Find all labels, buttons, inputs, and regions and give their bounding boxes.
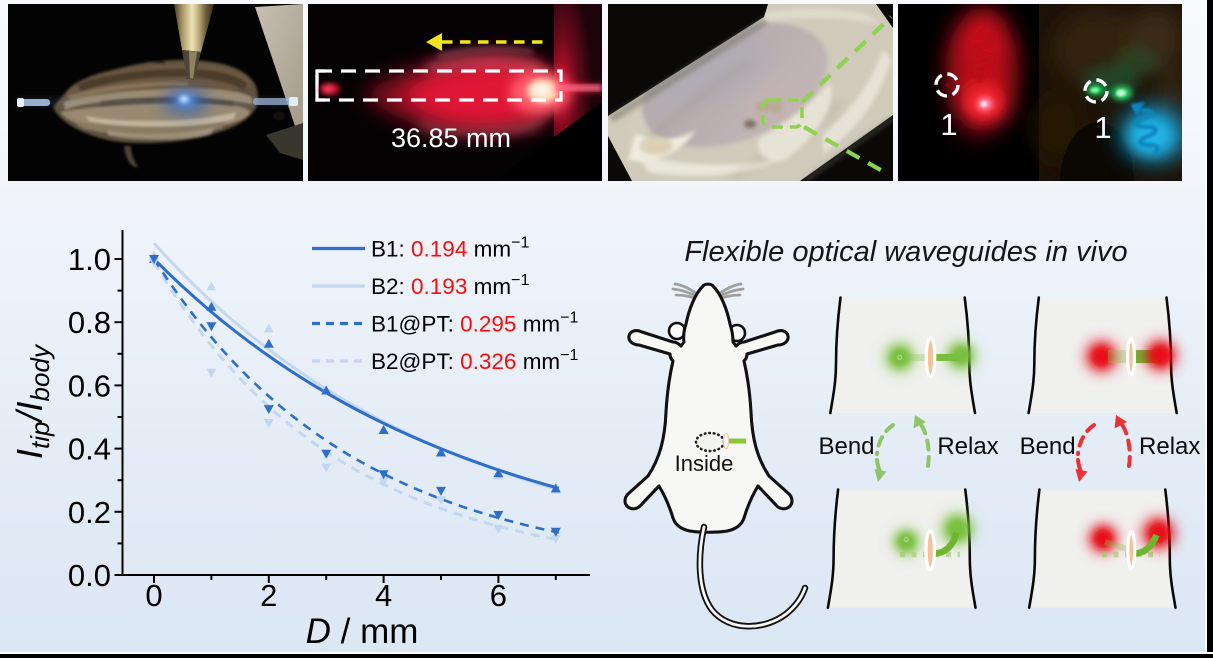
svg-text:6: 6 [490, 578, 507, 613]
svg-text:B2@PT: 0.326 mm−1: B2@PT: 0.326 mm−1 [371, 347, 579, 374]
svg-text:Inside: Inside [675, 451, 734, 476]
svg-text:0: 0 [145, 578, 162, 613]
svg-text:Itip/Ibody: Itip/Ibody [9, 343, 55, 459]
svg-text:B2: 0.193 mm−1: B2: 0.193 mm−1 [371, 272, 529, 299]
svg-text:Relax: Relax [1139, 433, 1200, 460]
svg-text:Flexible optical waveguides in: Flexible optical waveguides in vivo [684, 236, 1127, 268]
svg-text:2: 2 [260, 578, 277, 613]
svg-text:B1: 0.194 mm−1: B1: 0.194 mm−1 [371, 235, 529, 262]
svg-text:Relax: Relax [937, 433, 998, 460]
svg-text:D / mm: D / mm [306, 612, 419, 651]
svg-text:1: 1 [1094, 110, 1111, 145]
svg-text:0.0: 0.0 [68, 558, 111, 593]
svg-text:0.4: 0.4 [68, 432, 111, 467]
svg-text:1: 1 [940, 107, 957, 142]
svg-text:0.8: 0.8 [68, 305, 111, 340]
svg-text:4: 4 [375, 578, 392, 613]
svg-text:B1@PT: 0.295 mm−1: B1@PT: 0.295 mm−1 [371, 310, 579, 337]
svg-text:Bend: Bend [1020, 433, 1076, 460]
svg-text:0.6: 0.6 [68, 368, 111, 403]
svg-text:Bend: Bend [818, 433, 874, 460]
svg-text:36.85 mm: 36.85 mm [391, 123, 511, 153]
svg-text:0.2: 0.2 [68, 495, 111, 530]
svg-text:1.0: 1.0 [68, 242, 111, 277]
